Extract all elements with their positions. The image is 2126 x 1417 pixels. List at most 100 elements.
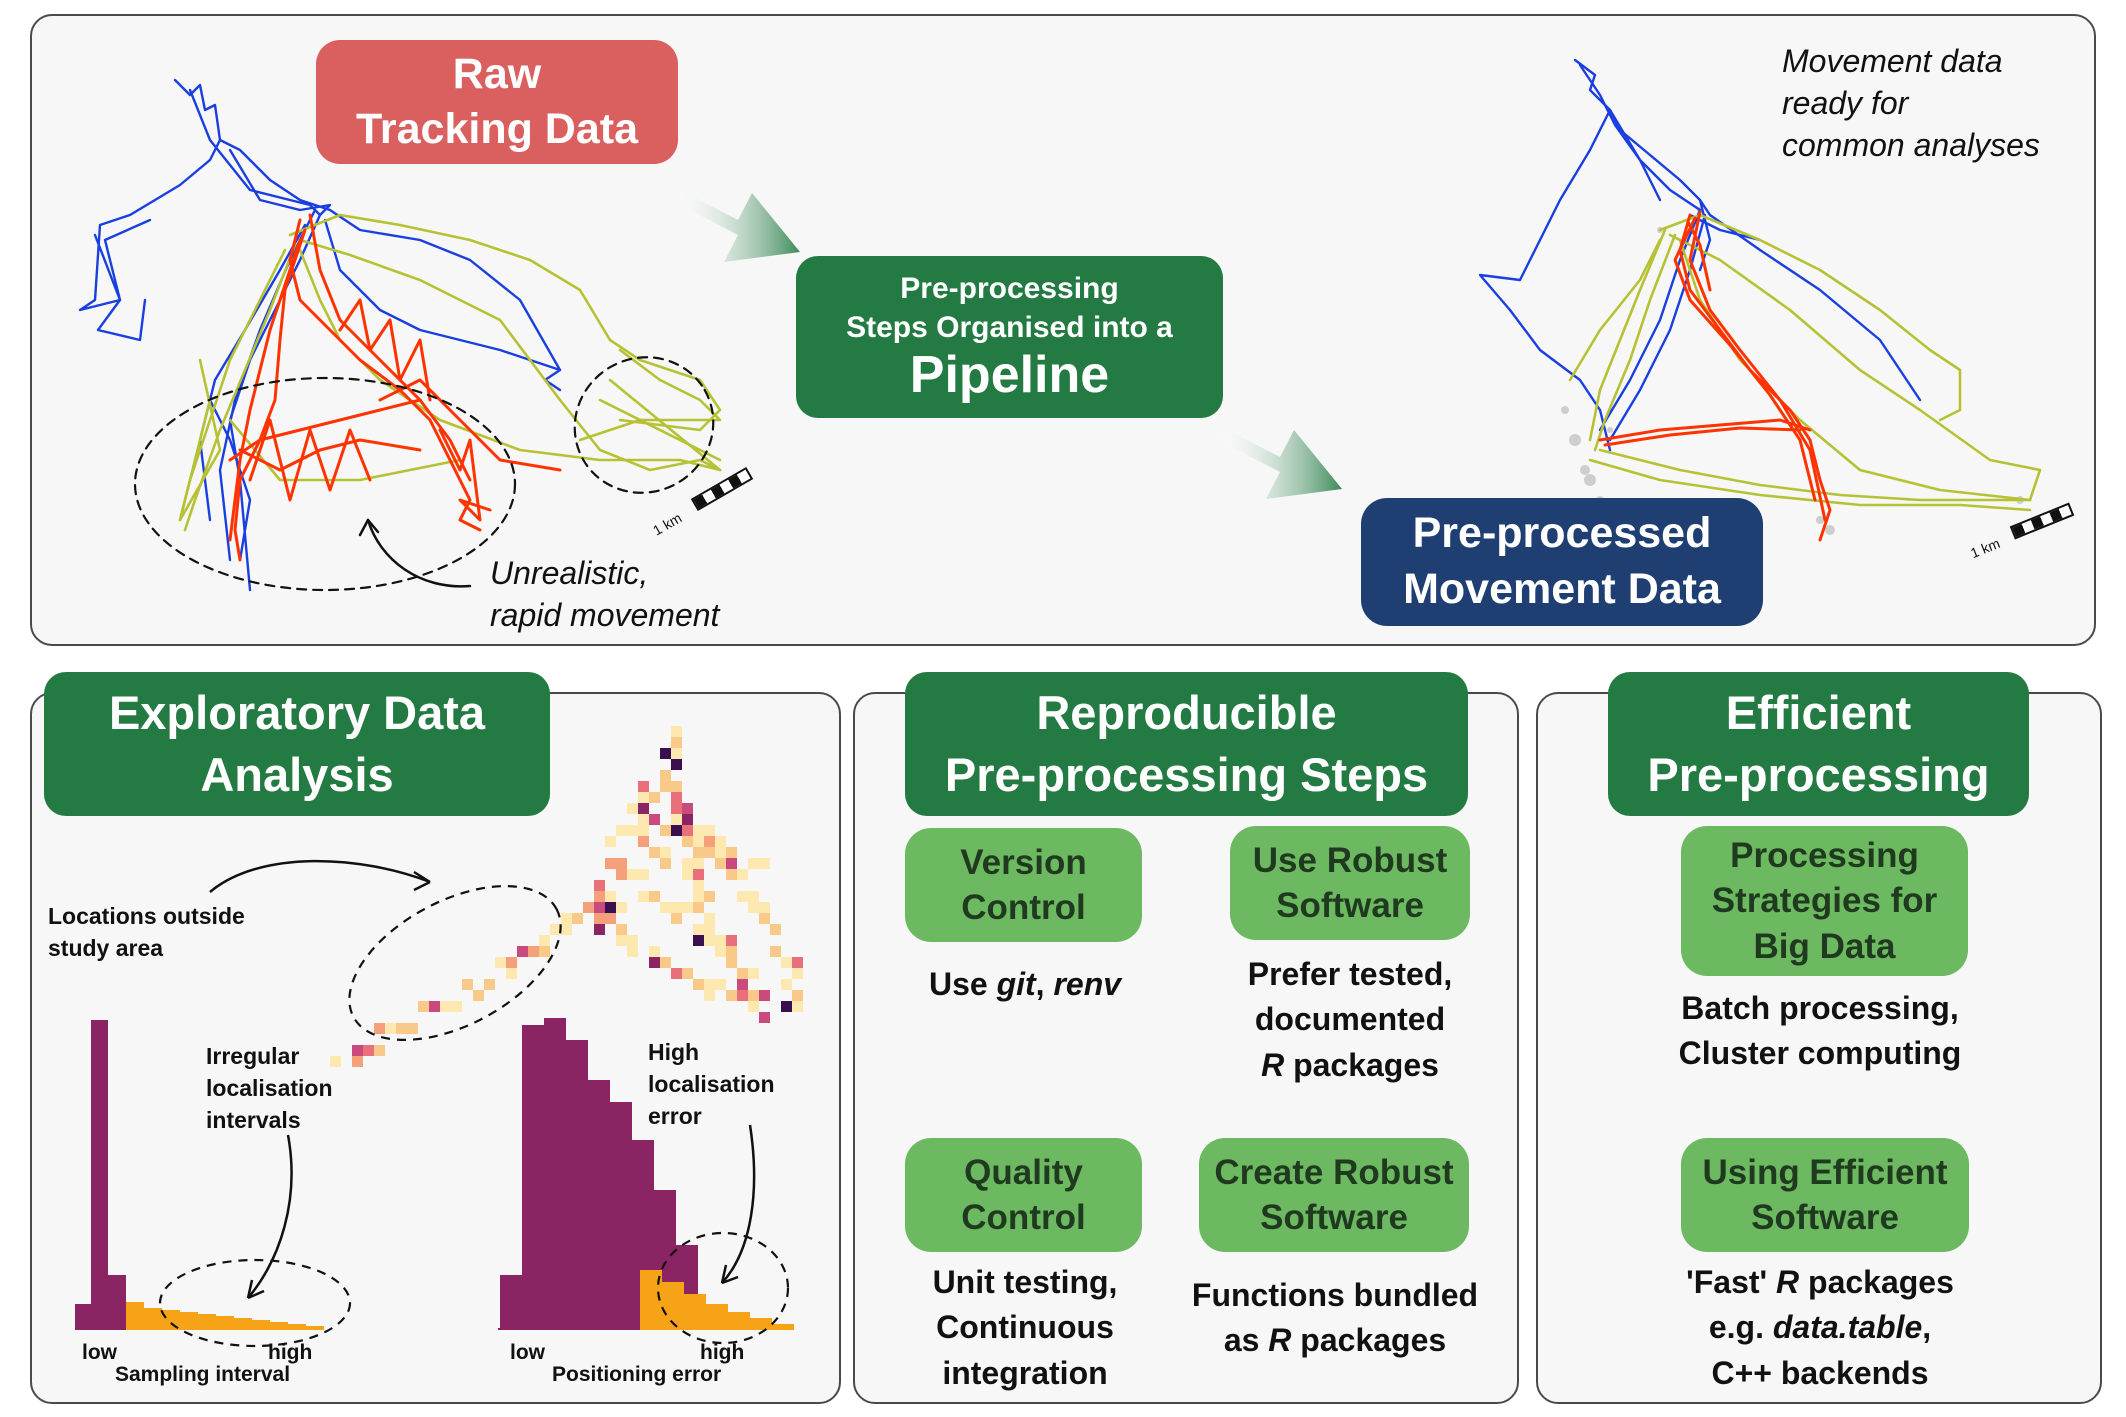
- heatmap-cell: [616, 825, 627, 836]
- histogram-bar: [162, 1310, 180, 1330]
- heatmap-cell: [759, 902, 770, 913]
- heatmap-cell: [759, 990, 770, 1001]
- heatmap-cell: [616, 902, 627, 913]
- raw-tracking-data-box: Raw Tracking Data: [316, 40, 678, 164]
- heatmap-cell: [638, 869, 649, 880]
- high-error-note: High localisation error: [648, 1039, 775, 1130]
- heatmap-cell: [638, 825, 649, 836]
- heatmap-cell: [561, 913, 572, 924]
- histogram-bar: [252, 1320, 270, 1330]
- heatmap-cell: [451, 1001, 462, 1012]
- heatmap-cell: [726, 935, 737, 946]
- histogram-bar: [772, 1324, 794, 1330]
- histogram-bar: [662, 1282, 684, 1330]
- heatmap-cell: [671, 814, 682, 825]
- heatmap-cell: [473, 990, 484, 1001]
- heatmap-cell: [594, 924, 605, 935]
- heatmap-cell: [682, 858, 693, 869]
- heatmap-cell: [671, 726, 682, 737]
- heatmap-cell: [704, 847, 715, 858]
- histogram-bar: [306, 1326, 324, 1330]
- curved-arrow: [247, 1134, 293, 1299]
- heatmap-cell: [506, 957, 517, 968]
- histogram-bar: [610, 1102, 632, 1330]
- heatmap-cell: [660, 781, 671, 792]
- hist1-xlabel: Sampling interval: [115, 1363, 291, 1386]
- heatmap-cell: [594, 891, 605, 902]
- heatmap-cell: [693, 935, 704, 946]
- heatmap: [330, 726, 803, 1067]
- heatmap-cell: [737, 891, 748, 902]
- preprocessed-box: Pre-processed Movement Data: [1361, 498, 1763, 626]
- heatmap-cell: [715, 858, 726, 869]
- heatmap-cell: [693, 979, 704, 990]
- text-fast: 'Fast': [1686, 1264, 1777, 1300]
- histogram-bar: [684, 1294, 706, 1330]
- histogram-bar: [706, 1304, 728, 1330]
- heatmap-cell: [671, 913, 682, 924]
- heatmap-cell: [748, 990, 759, 1001]
- eda-title: Exploratory Data Analysis: [44, 672, 550, 816]
- histogram-bar: [640, 1270, 662, 1330]
- heatmap-cell: [649, 814, 660, 825]
- histogram-bar: [108, 1275, 126, 1330]
- reproducible-title: Reproducible Pre-processing Steps: [905, 672, 1468, 816]
- dashed-ellipse: [656, 1231, 790, 1345]
- heatmap-cell: [792, 1001, 803, 1012]
- heatmap-cell: [726, 946, 737, 957]
- sampling-interval-histogram: [75, 1020, 324, 1330]
- heatmap-cell: [671, 803, 682, 814]
- text-renv: renv: [1053, 966, 1122, 1002]
- ready-note: Movement data ready for common analyses: [1782, 43, 2040, 164]
- heatmap-cell: [627, 825, 638, 836]
- heatmap-cell: [704, 924, 715, 935]
- histogram-bar: [234, 1318, 252, 1330]
- heatmap-cell: [726, 957, 737, 968]
- heatmap-cell: [627, 869, 638, 880]
- heatmap-cell: [693, 869, 704, 880]
- heatmap-cell: [781, 957, 792, 968]
- text-git: git: [996, 966, 1036, 1002]
- efficient-software-box: Using Efficient Software: [1681, 1138, 1969, 1252]
- heatmap-cell: [638, 814, 649, 825]
- heatmap-cell: [704, 979, 715, 990]
- heatmap-cell: [594, 913, 605, 924]
- heatmap-cell: [627, 935, 638, 946]
- heatmap-cell: [682, 836, 693, 847]
- dashed-ellipse: [348, 885, 562, 1041]
- dashed-ellipse: [573, 356, 715, 494]
- heatmap-cell: [572, 913, 583, 924]
- heatmap-cell: [737, 990, 748, 1001]
- heatmap-cell: [363, 1045, 374, 1056]
- heatmap-cell: [693, 847, 704, 858]
- heatmap-cell: [671, 902, 682, 913]
- histogram-bar: [288, 1324, 306, 1330]
- heatmap-cell: [352, 1056, 363, 1067]
- heatmap-cell: [550, 924, 561, 935]
- text-packages: packages: [1284, 1046, 1439, 1083]
- heatmap-cell: [737, 869, 748, 880]
- unrealistic-note: Unrealistic, rapid movement: [490, 555, 720, 634]
- heatmap-cell: [605, 836, 616, 847]
- heatmap-cell: [649, 792, 660, 803]
- text-packages: packages: [1291, 1322, 1447, 1359]
- version-control-text: Use git, renv: [880, 962, 1170, 1007]
- heatmap-cell: [704, 990, 715, 1001]
- heatmap-cell: [660, 825, 671, 836]
- heatmap-cell: [682, 803, 693, 814]
- create-robust-software-box: Create Robust Software: [1199, 1138, 1469, 1252]
- heatmap-cell: [605, 858, 616, 869]
- histogram-bar: [544, 1018, 566, 1330]
- pipeline-subtitle: Pre-processing Steps Organised into a: [846, 272, 1173, 345]
- heatmap-cell: [682, 825, 693, 836]
- heatmap-cell: [649, 891, 660, 902]
- heatmap-cell: [759, 858, 770, 869]
- heatmap-cell: [660, 748, 671, 759]
- heatmap-cell: [429, 1001, 440, 1012]
- histogram-bar: [216, 1316, 234, 1330]
- heatmap-cell: [660, 957, 671, 968]
- heatmap-cell: [682, 869, 693, 880]
- heatmap-cell: [649, 957, 660, 968]
